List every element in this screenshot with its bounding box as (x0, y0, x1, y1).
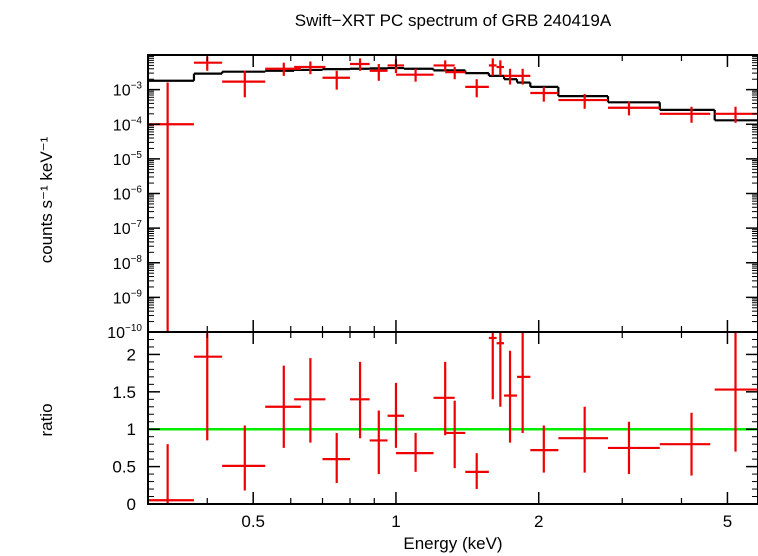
spectrum-data-point (659, 106, 711, 123)
spectrum-y-tick-label: 10−10 (107, 323, 142, 342)
spectrum-data-point (558, 93, 609, 109)
ratio-y-tick-label: 2 (127, 345, 136, 364)
spectrum-data-point (504, 68, 518, 85)
spectrum-data-point (294, 61, 326, 75)
spectrum-data-point (369, 63, 388, 81)
spectrum-y-tick-labels: 10−3 10−4 10−5 10−6 10−7 10−8 10−9 10−10 (107, 81, 142, 342)
ratio-data-points (148, 332, 758, 504)
ratio-data-point (294, 358, 326, 443)
spectrum-data-point (488, 58, 497, 76)
spectrum-y-tick-label: 10−4 (113, 115, 143, 134)
spectrum-data-point (496, 60, 505, 76)
x-tick-label: 0.5 (241, 512, 265, 531)
ratio-data-point (369, 410, 388, 475)
ratio-data-point (445, 400, 466, 469)
x-axis-label: Energy (keV) (403, 534, 502, 553)
ratio-data-point (350, 361, 370, 439)
x-tick-label: 2 (534, 512, 543, 531)
ratio-axis-ticks (147, 332, 758, 505)
ratio-data-point (530, 425, 559, 473)
spectrum-data-point (395, 68, 434, 82)
ratio-data-point (395, 432, 434, 472)
ratio-data-point (265, 365, 301, 448)
spectrum-data-point (193, 56, 223, 71)
spectrum-data-point (465, 79, 489, 98)
ratio-data-point (659, 412, 711, 476)
ratio-panel-frame (147, 331, 758, 505)
ratio-data-point (322, 432, 351, 484)
ratio-data-point (496, 332, 505, 407)
spectrum-data-point (222, 70, 266, 98)
spectrum-data-point (517, 68, 531, 85)
ratio-data-point (222, 425, 266, 491)
ratio-data-point (148, 444, 194, 504)
ratio-data-point (504, 350, 518, 443)
ratio-y-axis-label: ratio (37, 403, 56, 436)
spectrum-data-point (350, 58, 370, 71)
spectrum-model-curve (148, 66, 758, 122)
ratio-y-tick-label: 1.5 (112, 383, 136, 402)
ratio-y-tick-label: 0.5 (112, 458, 136, 477)
ratio-y-tick-labels: 0 0.5 1 1.5 2 (112, 345, 136, 514)
ratio-data-point (433, 361, 455, 436)
spectrum-y-tick-label: 10−6 (113, 185, 143, 204)
spectrum-y-axis-label: counts s⁻¹ keV⁻¹ (37, 136, 56, 263)
ratio-data-point (608, 421, 660, 475)
ratio-data-point (558, 406, 609, 473)
ratio-data-point (387, 382, 405, 448)
spectrum-data-points (148, 56, 758, 332)
spectrum-y-tick-label: 10−9 (113, 288, 143, 307)
x-tick-labels: 0.5 1 2 5 (241, 512, 732, 531)
ratio-data-point (517, 332, 531, 433)
ratio-data-point (488, 332, 497, 400)
spectrum-data-point (433, 60, 455, 71)
spectrum-data-point (445, 67, 466, 80)
ratio-data-point (465, 453, 489, 490)
spectrum-panel-frame (147, 54, 758, 333)
spectrum-data-point (265, 62, 301, 76)
x-tick-label: 1 (391, 512, 400, 531)
spectrum-axis-ticks (147, 54, 758, 333)
x-tick-label: 5 (723, 512, 732, 531)
spectrum-y-tick-label: 10−5 (113, 150, 143, 169)
ratio-y-tick-label: 0 (127, 495, 136, 514)
spectrum-data-point (714, 106, 758, 123)
ratio-data-point (714, 332, 758, 452)
spectrum-data-point (148, 82, 194, 332)
chart-title: Swift−XRT PC spectrum of GRB 240419A (295, 11, 612, 30)
spectrum-y-tick-label: 10−3 (113, 81, 143, 100)
spectrum-y-tick-label: 10−8 (113, 254, 143, 273)
spectrum-data-point (322, 70, 351, 90)
spectrum-data-point (530, 86, 559, 102)
spectrum-y-tick-label: 10−7 (113, 219, 143, 238)
ratio-data-point (193, 332, 223, 441)
spectrum-data-point (608, 101, 660, 116)
ratio-y-tick-label: 1 (127, 420, 136, 439)
